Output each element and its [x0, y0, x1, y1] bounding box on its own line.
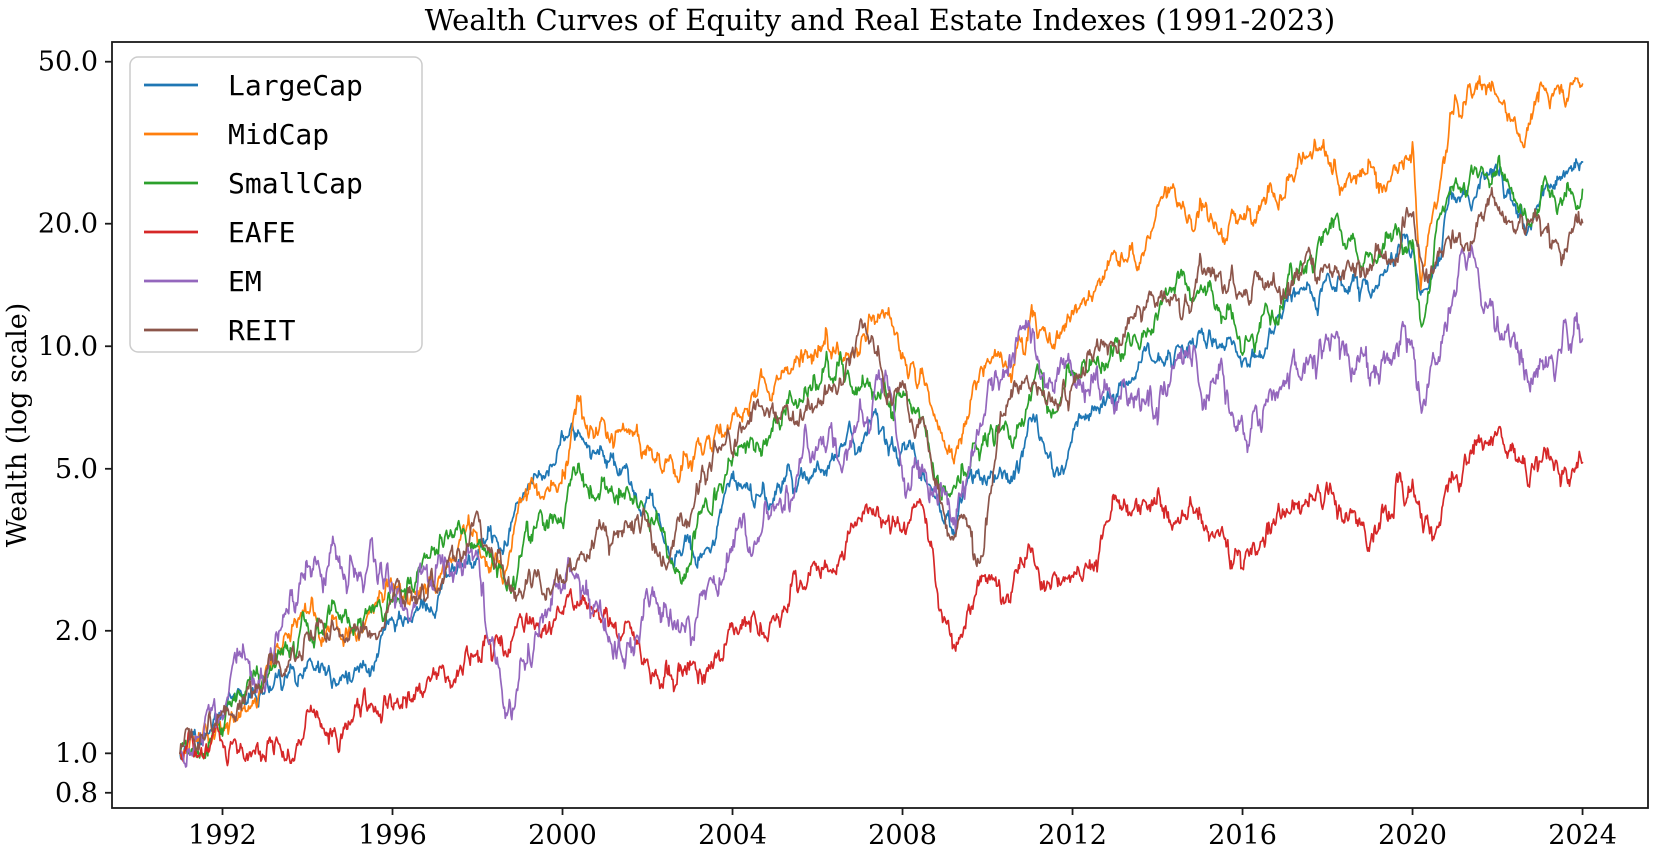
x-tick-label: 2020	[1378, 820, 1447, 851]
plot-border	[111, 41, 1649, 809]
y-tick-label: 50.0	[38, 47, 98, 78]
y-tick-label: 5.0	[55, 454, 98, 485]
series-line-EAFE	[179, 425, 1584, 767]
x-tick-label: 2012	[1038, 820, 1107, 851]
legend: LargeCap MidCap SmallCap EAFE EM REIT	[129, 56, 423, 353]
x-tick-label: 2016	[1208, 820, 1277, 851]
x-tick-label: 2008	[868, 820, 937, 851]
y-tick-label: 1.0	[55, 738, 98, 769]
x-tick-label: 1996	[358, 820, 427, 851]
x-tick-label: 1992	[188, 820, 257, 851]
legend-label-EM: EM	[228, 265, 262, 298]
y-axis-label: Wealth (log scale)	[2, 303, 33, 548]
series-line-LargeCap	[179, 158, 1584, 761]
x-tick-label: 2000	[528, 820, 597, 851]
series-line-EM	[179, 244, 1584, 768]
y-tick-label: 10.0	[38, 331, 98, 362]
y-tick-label: 20.0	[38, 209, 98, 240]
y-tick-label: 0.8	[55, 778, 98, 809]
x-axis: 1992 1996 2000 2004 2008 2012 2016 2020 2024	[188, 808, 1617, 851]
legend-label-REIT: REIT	[228, 314, 296, 347]
chart-title: Wealth Curves of Equity and Real Estate …	[425, 3, 1336, 37]
series-line-REIT	[179, 186, 1584, 755]
y-tick-label: 2.0	[55, 616, 98, 647]
x-tick-label: 2024	[1548, 820, 1617, 851]
legend-label-EAFE: EAFE	[228, 216, 295, 249]
x-tick-label: 2004	[698, 820, 767, 851]
legend-box	[129, 56, 423, 353]
legend-label-SmallCap: SmallCap	[228, 167, 363, 200]
legend-label-MidCap: MidCap	[228, 118, 329, 151]
legend-label-LargeCap: LargeCap	[228, 69, 363, 102]
y-axis: 50.0 20.0 10.0 5.0 2.0 1.0 0.8	[38, 47, 112, 809]
